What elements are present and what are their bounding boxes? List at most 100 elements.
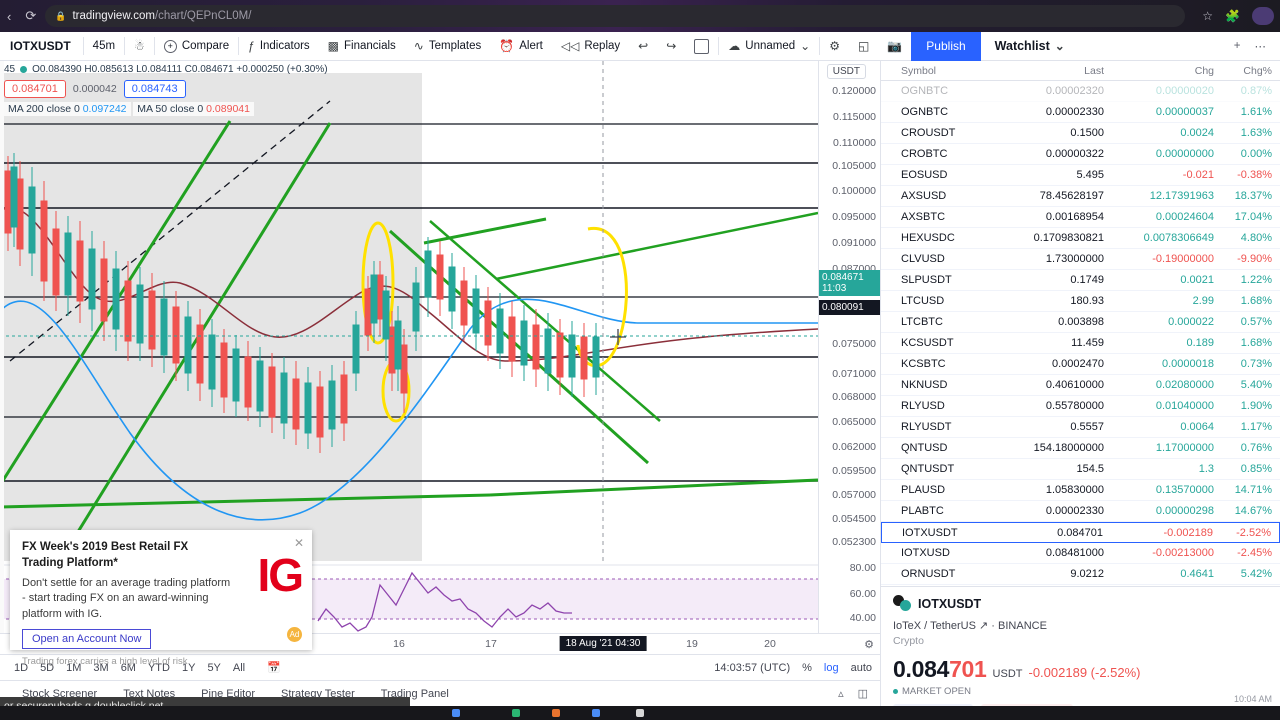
watchlist-row-axsbtc[interactable]: AXSBTC 0.00168954 0.00024604 17.04% <box>881 207 1280 228</box>
financials-label: Financials <box>344 40 396 52</box>
range-1d[interactable]: 1D <box>14 661 29 674</box>
range-1y[interactable]: 1Y <box>181 661 196 674</box>
goto-date-icon[interactable]: 📅 <box>267 662 281 674</box>
watchlist-row-slpusdt[interactable]: SLPUSDT 0.1749 0.0021 1.22% <box>881 270 1280 291</box>
watchlist-row-rlyusd[interactable]: RLYUSD 0.55780000 0.01040000 1.90% <box>881 396 1280 417</box>
tab-trading-panel[interactable]: Trading Panel <box>380 687 449 700</box>
row-last: 0.0002470 <box>1052 358 1104 370</box>
interval-button[interactable]: 45m <box>92 40 116 52</box>
publish-button[interactable]: Publish <box>911 31 981 61</box>
currency-pill[interactable]: USDT <box>826 64 866 79</box>
os-taskbar[interactable] <box>0 706 1280 720</box>
indicators-button[interactable]: ƒ Indicators <box>239 32 319 61</box>
profile-avatar[interactable] <box>1252 7 1274 25</box>
watchlist-row-crobtc[interactable]: CROBTC 0.00000322 0.00000000 0.00% <box>881 144 1280 165</box>
watchlist-row-ognbtc[interactable]: OGNBTC 0.00002320 0.00000020 0.87% <box>881 81 1280 102</box>
ad-cta-button[interactable]: Open an Account Now <box>22 629 152 650</box>
watchlist-row-ognbtc[interactable]: OGNBTC 0.00002330 0.00000037 1.61% <box>881 102 1280 123</box>
range-5y[interactable]: 5Y <box>207 661 221 674</box>
watchlist-row-ltcbtc[interactable]: LTCBTC 0.003898 0.000022 0.57% <box>881 312 1280 333</box>
watchlist-row-nknusd[interactable]: NKNUSD 0.40610000 0.02080000 5.40% <box>881 375 1280 396</box>
chart-canvas[interactable]: 45 O0.084390 H0.085613 L0.084111 C0.0846… <box>0 61 818 633</box>
price-axis[interactable]: USDT 0.120000 0.115000 0.110000 0.105000… <box>818 61 881 633</box>
ma50-legend[interactable]: MA 50 close 0 0.089041 <box>133 102 254 116</box>
undo-icon[interactable]: ↩ <box>638 39 649 53</box>
watchlist-row-clvusd[interactable]: CLVUSD 1.73000000 -0.19000000 -9.90% <box>881 249 1280 270</box>
ma200-legend[interactable]: MA 200 close 0 0.097242 <box>4 102 131 116</box>
indicators-label: Indicators <box>259 40 310 52</box>
panel-icon[interactable]: ◫ <box>857 688 868 700</box>
row-change-percent: 18.37% <box>1234 190 1272 202</box>
reload-icon[interactable]: ⟳ <box>25 8 37 23</box>
column-chgp[interactable]: Chg% <box>1243 64 1272 77</box>
watchlist-row-qntusdt[interactable]: QNTUSDT 154.5 1.3 0.85% <box>881 459 1280 480</box>
watchlist-row-ornusdt[interactable]: ORNUSDT 9.0212 0.4641 5.42% <box>881 564 1280 585</box>
plus-icon[interactable]: + <box>1233 40 1241 52</box>
watchlist-row-qntusd[interactable]: QNTUSD 154.18000000 1.17000000 0.76% <box>881 438 1280 459</box>
watchlist-row-axsusd[interactable]: AXSUSD 78.45628197 12.17391963 18.37% <box>881 186 1280 207</box>
time-axis-gear-icon[interactable]: ⚙ <box>864 639 874 651</box>
log-scale-button[interactable]: log <box>823 661 839 674</box>
layout-grid-button[interactable] <box>685 32 718 61</box>
fullscreen-icon[interactable]: ◱ <box>858 39 870 53</box>
financials-button[interactable]: ▩ Financials <box>319 32 405 61</box>
camera-icon[interactable]: 📷 <box>887 39 903 53</box>
taskbar-icon-3[interactable] <box>552 709 560 717</box>
watchlist-row-hexusdc[interactable]: HEXUSDC 0.1709830821 0.0078306649 4.80% <box>881 228 1280 249</box>
replay-button[interactable]: ◁◁ Replay <box>552 32 629 61</box>
gear-icon[interactable]: ⚙ <box>829 39 840 53</box>
tab-stock-screener[interactable]: Stock Screener <box>22 687 98 700</box>
extensions-puzzle-icon[interactable]: 🧩 <box>1225 9 1240 23</box>
watchlist-row-kcsbtc[interactable]: KCSBTC 0.0002470 0.0000018 0.73% <box>881 354 1280 375</box>
templates-button[interactable]: ∿ Templates <box>405 32 490 61</box>
more-dots-icon[interactable]: ⋯ <box>1254 41 1267 53</box>
taskbar-icon-5[interactable] <box>636 709 644 717</box>
watchlist-row-iotxusd[interactable]: IOTXUSD 0.08481000 -0.00213000 -2.45% <box>881 543 1280 564</box>
row-symbol: IOTXUSD <box>901 547 950 559</box>
watchlist-row-plabtc[interactable]: PLABTC 0.00002330 0.00000298 14.67% <box>881 501 1280 522</box>
taskbar-icon-1[interactable] <box>452 709 460 717</box>
layout-name-button[interactable]: ☁ Unnamed ⌄ <box>719 32 819 61</box>
range-3m[interactable]: 3M <box>93 661 109 674</box>
watchlist-row-ltcusd[interactable]: LTCUSD 180.93 2.99 1.68% <box>881 291 1280 312</box>
column-last[interactable]: Last <box>1084 64 1104 77</box>
divider <box>124 37 126 55</box>
row-change: -0.002189 <box>1163 526 1213 539</box>
watchlist-row-crousdt[interactable]: CROUSDT 0.1500 0.0024 1.63% <box>881 123 1280 144</box>
redo-icon[interactable]: ↪ <box>666 39 677 53</box>
chevron-up-icon[interactable]: ▵ <box>838 688 844 700</box>
alert-button[interactable]: ⏰ Alert <box>490 32 552 61</box>
watchlist-row-kcsusdt[interactable]: KCSUSDT 11.459 0.189 1.68% <box>881 333 1280 354</box>
row-symbol: OGNBTC <box>901 106 949 118</box>
tab-text-notes[interactable]: Text Notes <box>123 687 176 700</box>
watchlist-panel[interactable]: Symbol Last Chg Chg% OGNBTC 0.00002320 0.0… <box>880 61 1280 586</box>
column-symbol[interactable]: Symbol <box>901 64 937 77</box>
candle-style-icon[interactable]: ☃︎ <box>134 39 145 53</box>
range-5d[interactable]: 5D <box>40 661 55 674</box>
watchlist-row-iotxusdt[interactable]: IOTXUSDT 0.084701 -0.002189 -2.52% <box>881 522 1280 543</box>
range-6m[interactable]: 6M <box>120 661 136 674</box>
auto-scale-button[interactable]: auto <box>850 661 872 674</box>
back-arrow-icon[interactable]: ‹ <box>7 8 12 24</box>
tab-strategy-tester[interactable]: Strategy Tester <box>280 687 355 700</box>
range-all[interactable]: All <box>232 661 246 674</box>
watchlist-title[interactable]: Watchlist ⌄ <box>981 39 1065 53</box>
address-bar[interactable]: 🔒 tradingview.com/chart/QEPnCL0M/ <box>45 5 1186 27</box>
percent-scale-button[interactable]: % <box>802 661 812 674</box>
watchlist-row-plausd[interactable]: PLAUSD 1.05830000 0.13570000 14.71% <box>881 480 1280 501</box>
range-1m[interactable]: 1M <box>66 661 82 674</box>
column-chg[interactable]: Chg <box>1194 64 1214 77</box>
compare-button[interactable]: + Compare <box>155 32 238 61</box>
range-ytd[interactable]: YTD <box>147 661 170 674</box>
bookmark-star-icon[interactable]: ☆ <box>1202 9 1214 23</box>
external-link-icon[interactable]: ↗ <box>979 620 989 632</box>
tab-pine-editor[interactable]: Pine Editor <box>201 687 255 700</box>
taskbar-icon-4[interactable] <box>592 709 600 717</box>
taskbar-icon-2[interactable] <box>512 709 520 717</box>
symbol-search-button[interactable]: IOTXUSDT <box>10 39 71 53</box>
advertisement-popup[interactable]: FX Week's 2019 Best Retail FX Trading Pl… <box>10 530 312 667</box>
close-icon[interactable]: ✕ <box>293 536 304 550</box>
price-tick: 0.059500 <box>832 465 876 477</box>
watchlist-row-rlyusdt[interactable]: RLYUSDT 0.5557 0.0064 1.17% <box>881 417 1280 438</box>
watchlist-row-eosusd[interactable]: EOSUSD 5.495 -0.021 -0.38% <box>881 165 1280 186</box>
